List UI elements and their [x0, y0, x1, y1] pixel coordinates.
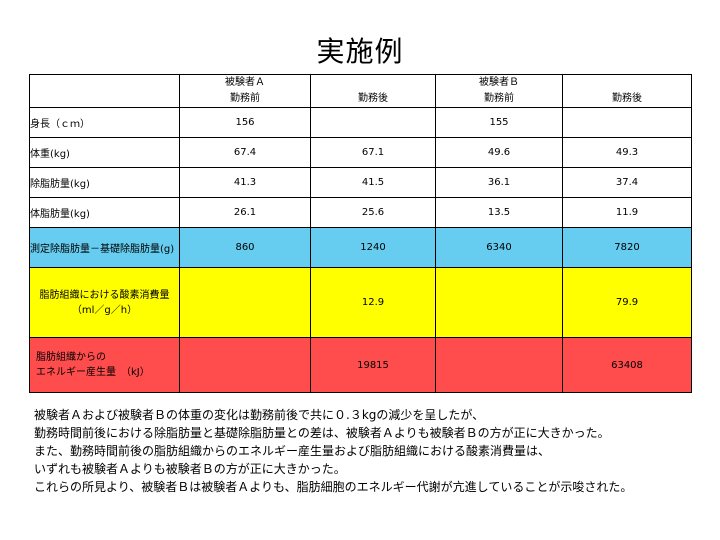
cell-a-before: 67.4 [179, 137, 311, 168]
cell-a-after [310, 107, 436, 138]
after-label: 勤務後 [358, 93, 388, 104]
row-label: 測定除脂肪量－基礎除脂肪量(g) [29, 227, 180, 268]
row-label: 体重(kg) [29, 137, 180, 168]
cell-a-after: 41.5 [310, 167, 436, 198]
table-row-height: 身長（ｃｍ） 156 155 [29, 107, 692, 138]
cell-a-after: 19815 [310, 337, 436, 393]
header-row: 被験者Ａ 勤務前 勤務後 被験者Ｂ 勤務前 勤務後 [29, 74, 692, 108]
note-line: これらの所見より、被験者Ｂは被験者Ａよりも、脂肪細胞のエネルギー代謝が亢進してい… [34, 480, 633, 494]
header-subject-a-after: 勤務後 [310, 74, 436, 108]
row-label: 体脂肪量(kg) [29, 197, 180, 228]
cell-b-after: 79.9 [562, 267, 692, 338]
cell-b-before: 13.5 [435, 197, 563, 228]
oxygen-label-line1: 脂肪組織における酸素消費量 [39, 289, 170, 301]
cell-b-before: 155 [435, 107, 563, 138]
energy-label-line2: エネルギー産生量 （kJ） [36, 367, 150, 378]
table-row-weight: 体重(kg) 67.4 67.1 49.6 49.3 [29, 137, 692, 168]
cell-b-before: 36.1 [435, 167, 563, 198]
header-subject-b-before: 被験者Ｂ 勤務前 [435, 74, 563, 108]
oxygen-label-line2: （ml／g／h） [71, 304, 138, 316]
cell-a-after: 12.9 [310, 267, 436, 338]
cell-b-before: 6340 [435, 227, 563, 268]
row-label: 脂肪組織からの エネルギー産生量 （kJ） [29, 337, 180, 393]
row-label: 除脂肪量(kg) [29, 167, 180, 198]
table-row-lean-mass: 除脂肪量(kg) 41.3 41.5 36.1 37.4 [29, 167, 692, 198]
subject-b-label: 被験者Ｂ [479, 77, 519, 88]
header-blank [29, 74, 180, 108]
cell-a-after: 1240 [310, 227, 436, 268]
note-line: 勤務時間前後における除脂肪量と基礎除脂肪量との差は、被験者Ａよりも被験者Ｂの方が… [34, 426, 610, 440]
cell-a-before [179, 337, 311, 393]
row-label: 身長（ｃｍ） [29, 107, 180, 138]
note-line: また、勤務時間前後の脂肪組織からのエネルギー産生量および脂肪組織における酸素消費… [34, 444, 551, 458]
cell-b-after: 49.3 [562, 137, 692, 168]
cell-a-after: 67.1 [310, 137, 436, 168]
header-subject-a-before: 被験者Ａ 勤務前 [179, 74, 311, 108]
before-label: 勤務前 [230, 93, 260, 104]
measurement-table: 被験者Ａ 勤務前 勤務後 被験者Ｂ 勤務前 勤務後 身長（ｃｍ） 156 155… [29, 74, 692, 393]
page-title: 実施例 [316, 35, 404, 68]
cell-b-after [562, 107, 692, 138]
cell-b-before [435, 337, 563, 393]
after-label: 勤務後 [612, 93, 642, 104]
cell-b-after: 63408 [562, 337, 692, 393]
cell-a-before: 26.1 [179, 197, 311, 228]
row-label: 脂肪組織における酸素消費量 （ml／g／h） [29, 267, 180, 338]
cell-b-after: 11.9 [562, 197, 692, 228]
note-line: 被験者Ａおよび被験者Ｂの体重の変化は勤務前後で共に０.３kgの減少を呈したが、 [34, 408, 485, 422]
table-row-lean-diff: 測定除脂肪量－基礎除脂肪量(g) 860 1240 6340 7820 [29, 227, 692, 268]
cell-b-after: 7820 [562, 227, 692, 268]
energy-label-line1: 脂肪組織からの [36, 352, 106, 363]
table-row-energy-production: 脂肪組織からの エネルギー産生量 （kJ） 19815 63408 [29, 337, 692, 393]
before-label: 勤務前 [484, 93, 514, 104]
note-line: いずれも被験者Ａよりも被験者Ｂの方が正に大きかった。 [34, 462, 346, 476]
cell-a-before [179, 267, 311, 338]
cell-b-before: 49.6 [435, 137, 563, 168]
table-row-fat-mass: 体脂肪量(kg) 26.1 25.6 13.5 11.9 [29, 197, 692, 228]
conclusion-text: 被験者Ａおよび被験者Ｂの体重の変化は勤務前後で共に０.３kgの減少を呈したが、 … [34, 406, 632, 496]
cell-b-before [435, 267, 563, 338]
cell-a-after: 25.6 [310, 197, 436, 228]
table-row-oxygen-consumption: 脂肪組織における酸素消費量 （ml／g／h） 12.9 79.9 [29, 267, 692, 338]
header-subject-b-after: 勤務後 [562, 74, 692, 108]
cell-a-before: 41.3 [179, 167, 311, 198]
cell-a-before: 860 [179, 227, 311, 268]
subject-a-label: 被験者Ａ [225, 77, 265, 88]
cell-b-after: 37.4 [562, 167, 692, 198]
cell-a-before: 156 [179, 107, 311, 138]
